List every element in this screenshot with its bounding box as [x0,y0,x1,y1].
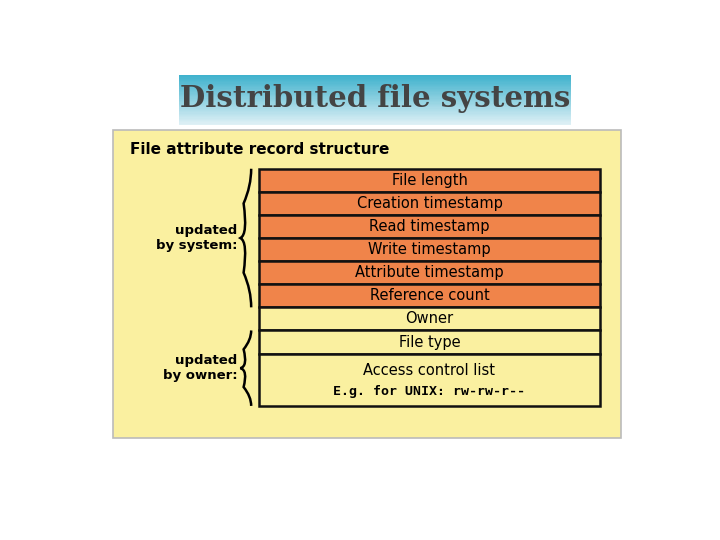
Bar [179,75,570,76]
Text: Distributed file systems: Distributed file systems [179,84,570,113]
Bar [179,77,570,78]
Bar [179,87,570,89]
Bar [179,111,570,112]
Bar [179,107,570,109]
Bar [179,120,570,121]
Bar [179,116,570,117]
Bar [179,97,570,99]
Bar [259,284,600,307]
Bar [179,92,570,93]
Bar [179,123,570,124]
Bar [179,117,570,119]
Bar [259,330,600,354]
Text: Creation timestamp: Creation timestamp [356,196,503,211]
Text: Reference count: Reference count [369,288,490,303]
Bar [179,110,570,111]
Text: updated
by owner:: updated by owner: [163,354,238,382]
Bar [179,99,570,100]
Text: Attribute timestamp: Attribute timestamp [355,265,504,280]
Text: File type: File type [399,334,460,349]
Bar [179,93,570,95]
Bar [259,192,600,215]
Bar [179,124,570,125]
Text: Read timestamp: Read timestamp [369,219,490,234]
Bar [179,85,570,86]
Bar [179,95,570,96]
Bar [179,80,570,81]
Bar [259,168,600,192]
Text: Access control list: Access control list [364,363,495,378]
Bar [179,81,570,82]
Bar [259,238,600,261]
Text: Write timestamp: Write timestamp [368,242,491,257]
Text: File length: File length [392,173,467,188]
Bar [179,96,570,97]
Bar [179,89,570,90]
Bar [179,103,570,104]
Text: E.g. for UNIX: rw-rw-r--: E.g. for UNIX: rw-rw-r-- [333,384,526,398]
Bar [179,90,570,91]
Bar [179,115,570,116]
Bar [179,84,570,85]
Bar [179,104,570,105]
Bar [179,109,570,110]
Bar [259,354,600,406]
Bar [259,215,600,238]
Bar [179,76,570,77]
Text: File attribute record structure: File attribute record structure [130,142,390,157]
Bar [179,113,570,115]
Bar [179,121,570,123]
Bar [179,78,570,80]
Bar [179,91,570,92]
Bar [179,112,570,113]
Text: updated
by system:: updated by system: [156,224,238,252]
Bar [179,106,570,107]
Bar [259,261,600,284]
Bar [179,119,570,120]
Text: Owner: Owner [405,312,454,326]
Bar [179,86,570,87]
Bar [179,101,570,103]
Bar [113,130,621,438]
Bar [259,307,600,330]
Bar [179,105,570,106]
Bar [179,100,570,101]
Bar [179,82,570,84]
